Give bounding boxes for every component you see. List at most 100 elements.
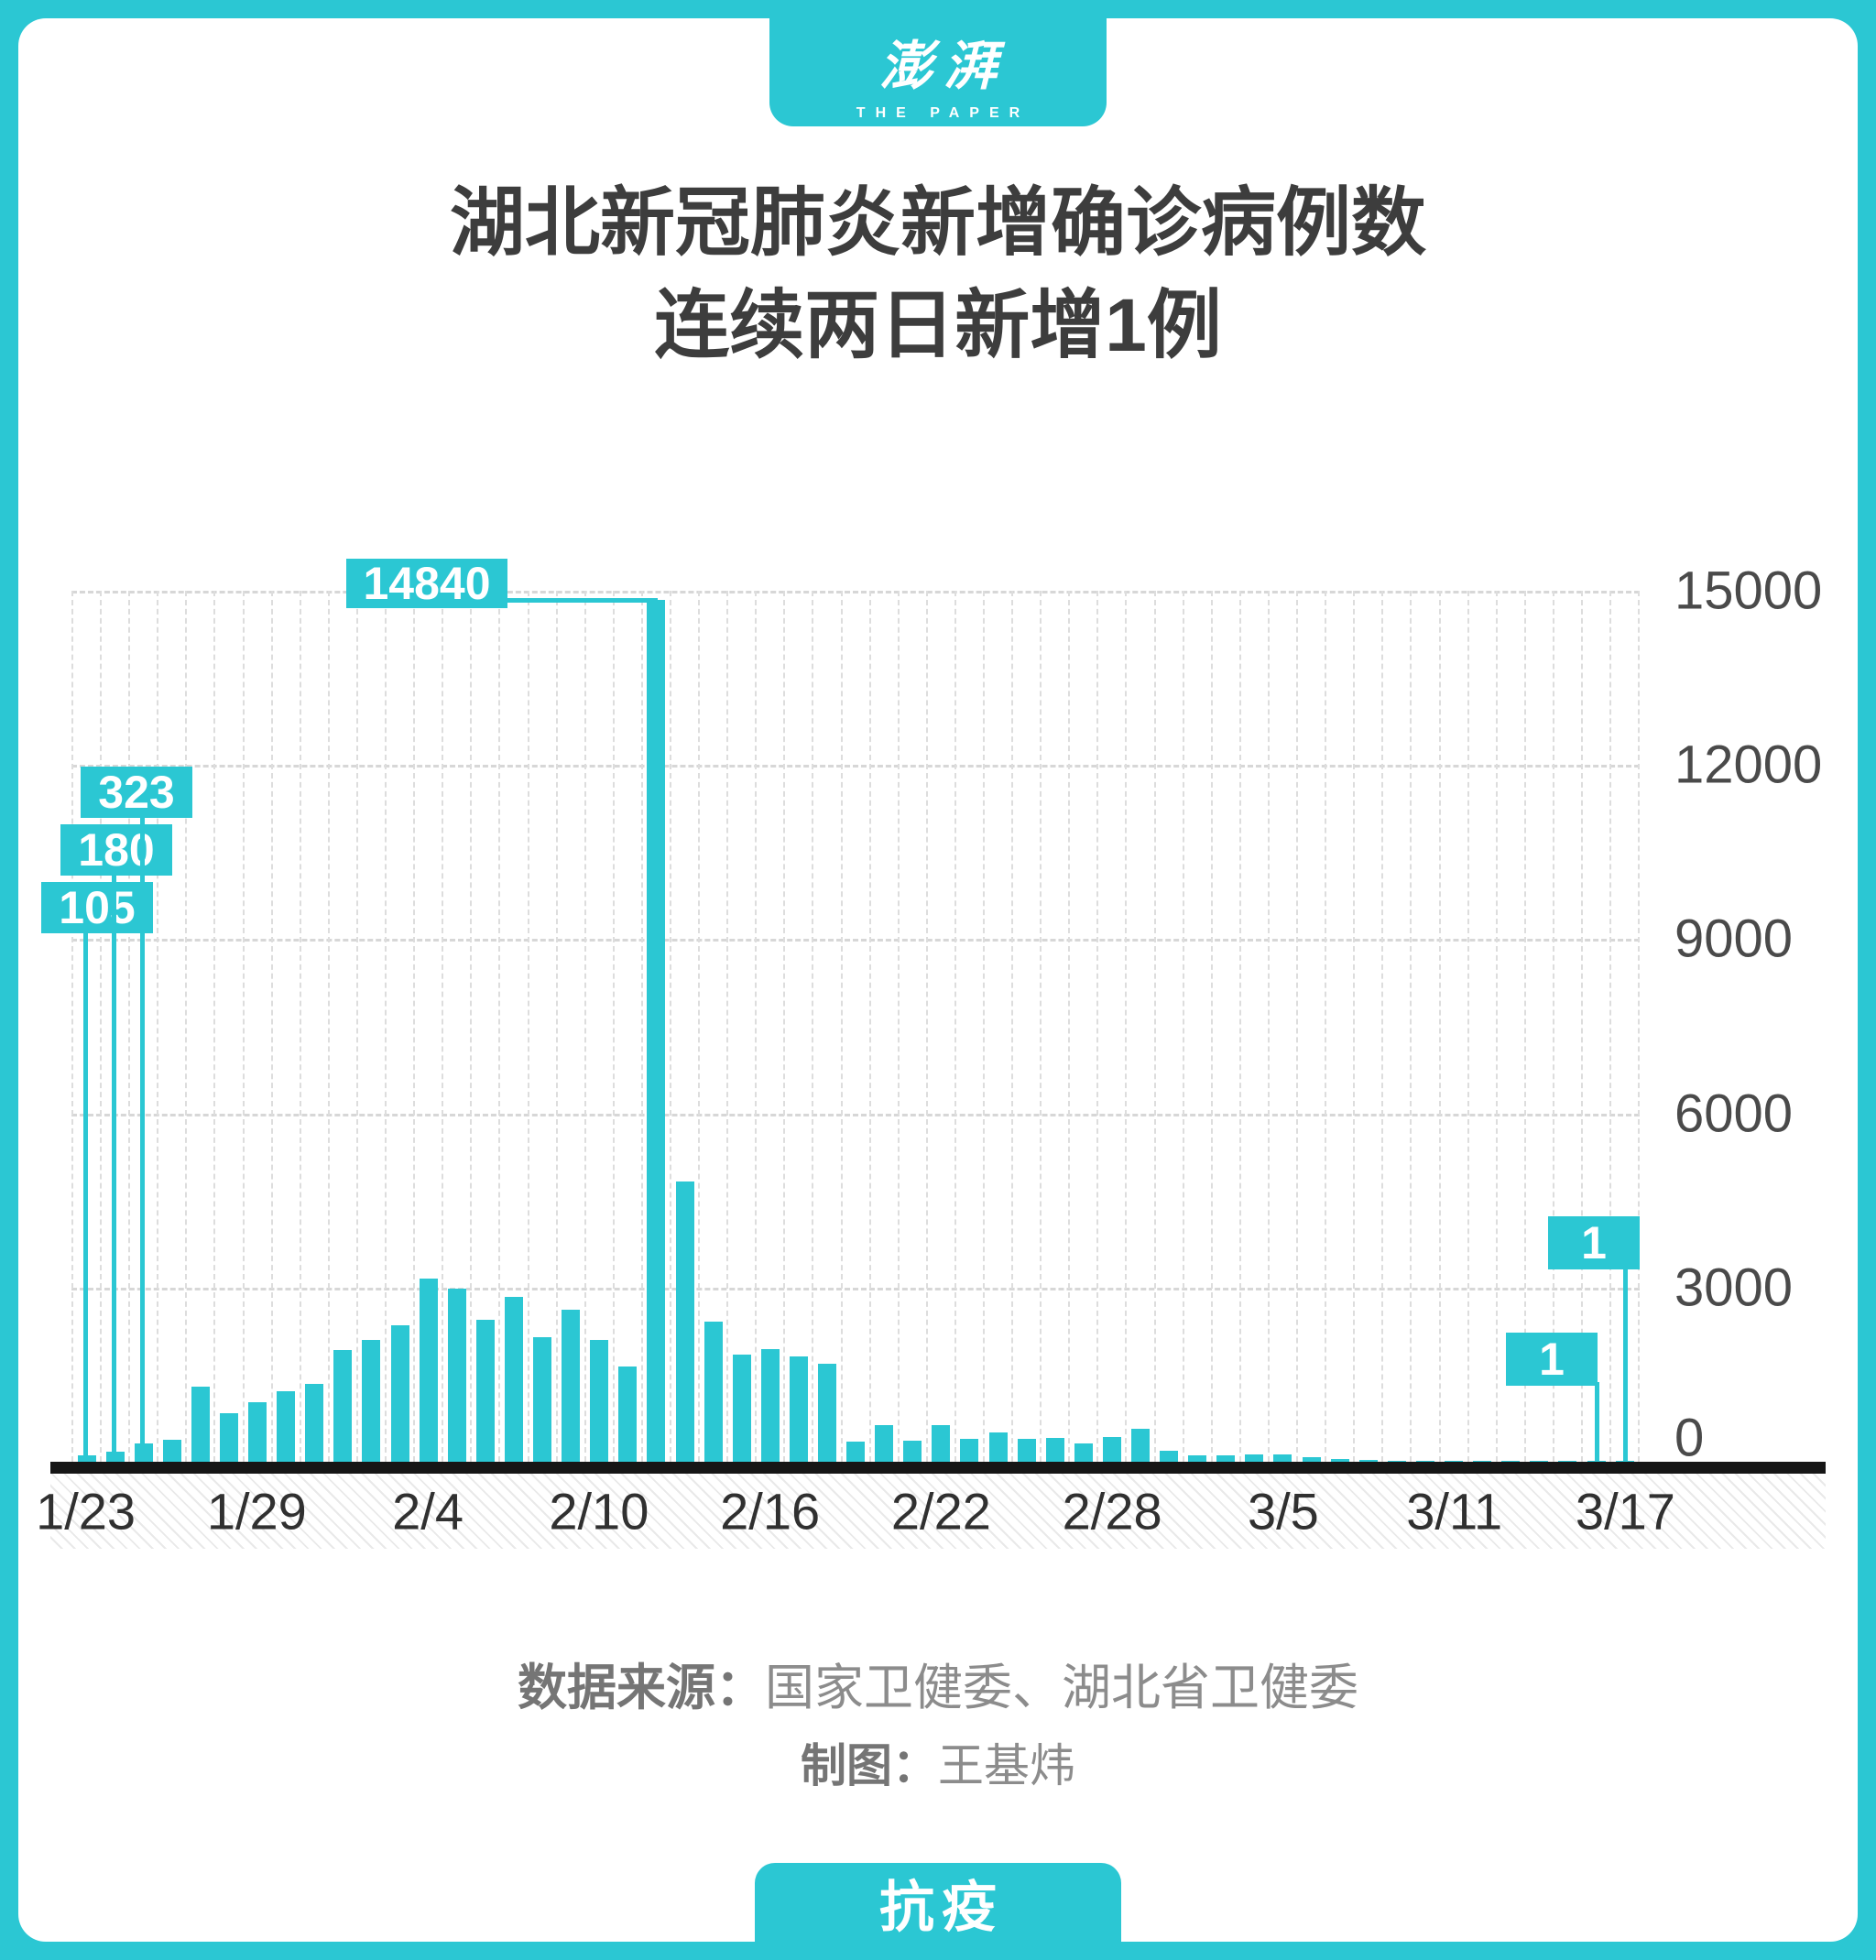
callout-14840: 14840 (346, 559, 507, 608)
bar-3/6 (1302, 1457, 1321, 1462)
y-tick-15000: 15000 (1674, 561, 1823, 621)
x-axis-band: 1/23 1/29 2/4 2/10 2/16 2/22 2/28 3/5 3/11 3/17 (36, 1474, 1826, 1549)
chart-title: 湖北新冠肺炎新增确诊病例数 连续两日新增1例 (18, 172, 1858, 377)
callout-line (504, 597, 659, 603)
bar-3/1 (1160, 1450, 1179, 1462)
bar-slot-2/13 (669, 591, 698, 1462)
bar-slot-1/23 (71, 591, 100, 1462)
y-tick-12000: 12000 (1674, 735, 1823, 795)
bar-slot-1/28 (213, 591, 242, 1462)
bar-3/2 (1188, 1454, 1207, 1462)
x-tick-2/4: 2/4 (392, 1482, 464, 1541)
x-tick-3/11: 3/11 (1406, 1482, 1503, 1541)
x-axis-labels: 1/23 1/29 2/4 2/10 2/16 2/22 2/28 3/5 3/11 3/17 (36, 1474, 1675, 1549)
x-tick-2/28: 2/28 (1062, 1482, 1162, 1541)
source-label: 数据来源： (518, 1661, 765, 1715)
y-tick-6000: 6000 (1674, 1083, 1794, 1144)
bar-slot-1/27 (185, 591, 213, 1462)
bar-2/21 (903, 1440, 922, 1462)
bar-slot-2/18 (812, 591, 840, 1462)
bar-slot-2/3 (385, 591, 413, 1462)
bar-3/15 (1558, 1460, 1577, 1462)
x-tick-1/29: 1/29 (206, 1482, 307, 1541)
bar-1/29 (248, 1401, 267, 1462)
bar-2/15 (732, 1355, 751, 1462)
bar-slot-3/13 (1495, 591, 1524, 1462)
bar-2/6 (475, 1319, 495, 1462)
bar-slot-3/15 (1552, 591, 1581, 1462)
bar-1/24 (105, 1451, 125, 1462)
y-tick-3000: 3000 (1674, 1258, 1794, 1318)
bar-1/28 (220, 1412, 239, 1462)
bar-slot-1/29 (242, 591, 271, 1462)
x-tick-3/5: 3/5 (1247, 1482, 1319, 1541)
bar-slot-3/11 (1438, 591, 1467, 1462)
bar-slot-2/8 (527, 591, 556, 1462)
brand-tab: 澎湃 THE PAPER (769, 18, 1107, 126)
bar-slot-2/6 (470, 591, 498, 1462)
bar-2/23 (960, 1438, 979, 1462)
bar-3/11 (1445, 1460, 1464, 1462)
bar-3/3 (1216, 1454, 1236, 1462)
bar-2/1 (333, 1350, 353, 1462)
bar-slot-2/14 (698, 591, 726, 1462)
bar-slot-2/27 (1068, 591, 1096, 1462)
callout-line (140, 814, 146, 1445)
the-paper-logo: 澎湃 (878, 37, 1008, 96)
bar-2/17 (789, 1356, 808, 1462)
bar-2/11 (618, 1367, 638, 1462)
bar-1/23 (77, 1455, 96, 1462)
bar-slot-2/17 (783, 591, 812, 1462)
x-axis-line (50, 1462, 1826, 1474)
bar-slot-2/1 (327, 591, 356, 1462)
x-tick-1/23: 1/23 (36, 1482, 136, 1541)
x-tick-2/16: 2/16 (720, 1482, 821, 1541)
bar-slot-3/2 (1182, 591, 1211, 1462)
poster-card: 澎湃 THE PAPER 湖北新冠肺炎新增确诊病例数 连续两日新增1例 105 1… (18, 18, 1858, 1942)
bar-3/13 (1501, 1460, 1521, 1462)
bar-2/12 (647, 600, 666, 1462)
bar-3/4 (1245, 1454, 1264, 1462)
bar-slot-2/16 (755, 591, 783, 1462)
bar-3/7 (1330, 1459, 1349, 1462)
bar-2/20 (875, 1425, 894, 1462)
bar-2/25 (1017, 1438, 1036, 1462)
bar-slot-2/25 (1011, 591, 1040, 1462)
bar-slot-3/14 (1523, 591, 1553, 1462)
bar-slot-1/26 (157, 591, 185, 1462)
bar-2/4 (419, 1278, 438, 1462)
bar-2/5 (447, 1288, 466, 1462)
bar-2/14 (704, 1321, 723, 1462)
bar-slot-2/22 (925, 591, 954, 1462)
bar-slot-2/21 (897, 591, 926, 1462)
callout-line (1622, 1266, 1628, 1462)
bar-2/13 (675, 1181, 694, 1462)
credit-line: 制图：王基炜 (18, 1729, 1858, 1795)
bar-slot-2/7 (498, 591, 527, 1462)
source-line: 数据来源：国家卫健委、湖北省卫健委 (18, 1647, 1858, 1719)
title-line-1: 湖北新冠肺炎新增确诊病例数 (449, 181, 1426, 265)
bar-slot-2/5 (442, 591, 470, 1462)
bar-1/30 (277, 1390, 296, 1462)
bar-1/31 (305, 1383, 324, 1462)
callout-line (112, 872, 117, 1454)
bar-2/19 (846, 1441, 866, 1462)
bar-slot-1/30 (270, 591, 300, 1462)
bar-2/10 (590, 1340, 609, 1462)
bar-slot-2/26 (1040, 591, 1068, 1462)
bar-3/5 (1273, 1454, 1292, 1462)
callout-line (1594, 1382, 1599, 1462)
callout-1: 1 (1506, 1333, 1598, 1386)
bar-2/18 (817, 1363, 836, 1462)
plot-area: 105 180 323 14840 1 1 (41, 559, 1640, 1462)
footer-tag-label: 抗疫 (879, 1876, 1004, 1938)
bar-slot-3/4 (1238, 591, 1268, 1462)
callout-180: 180 (60, 824, 172, 876)
bar-slot-2/2 (355, 591, 385, 1462)
bar-2/16 (760, 1349, 780, 1462)
bar-slot-1/24 (100, 591, 128, 1462)
bar-slot-2/11 (612, 591, 641, 1462)
credit-value: 王基炜 (938, 1740, 1075, 1791)
x-tick-2/22: 2/22 (890, 1482, 991, 1541)
callout-323: 323 (81, 767, 192, 818)
